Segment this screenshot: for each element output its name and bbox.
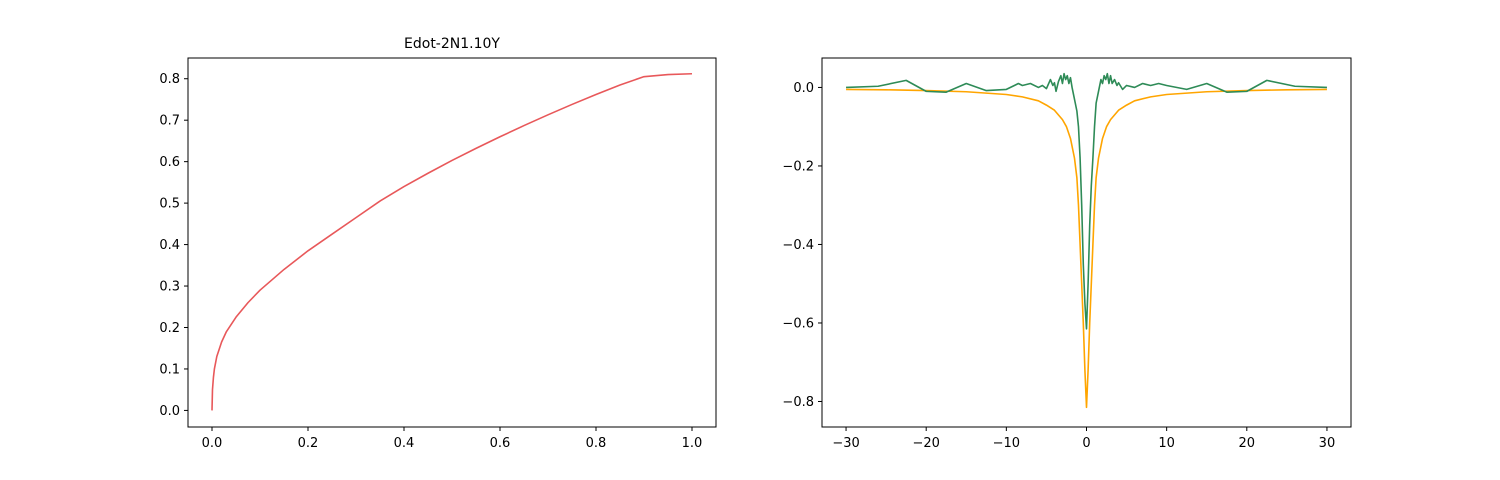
y-tick-label: 0.5 xyxy=(159,197,180,212)
series-line-1 xyxy=(846,72,1327,330)
x-tick-label: 10 xyxy=(1158,436,1175,451)
x-tick-label: 20 xyxy=(1239,436,1256,451)
y-tick-label: −0.4 xyxy=(782,238,814,253)
y-tick-label: 0.6 xyxy=(159,155,180,170)
y-tick-label: 0.1 xyxy=(159,362,180,377)
series-line-0 xyxy=(846,88,1327,409)
y-tick-label: −0.2 xyxy=(782,159,814,174)
y-tick-label: 0.2 xyxy=(159,321,180,336)
x-tick-label: 0.4 xyxy=(394,436,415,451)
x-tick-label: 0.0 xyxy=(202,436,223,451)
x-tick-label: 30 xyxy=(1319,436,1336,451)
x-tick-label: 0.2 xyxy=(298,436,319,451)
plot-frame xyxy=(187,57,717,428)
x-tick-label: 1.0 xyxy=(682,436,703,451)
chart-title: Edot-2N1.10Y xyxy=(404,36,500,52)
x-tick-label: 0.6 xyxy=(490,436,511,451)
x-tick-label: −10 xyxy=(993,436,1020,451)
y-tick-label: 0.4 xyxy=(159,238,180,253)
x-tick-label: −30 xyxy=(832,436,859,451)
y-tick-label: 0.7 xyxy=(159,114,180,129)
y-tick-label: 0.0 xyxy=(159,404,180,419)
y-tick-label: 0.3 xyxy=(159,280,180,295)
y-tick-label: 0.0 xyxy=(793,81,814,96)
series-line-0 xyxy=(211,72,693,411)
chart-right: −30 −20 −10 0 10 20 30 0.0 −0.2 −0.4 −0.6 −0.8 xyxy=(782,57,1352,451)
y-tick-label: −0.8 xyxy=(782,395,814,410)
plot-frame xyxy=(821,57,1352,428)
chart-left: 0.0 0.2 0.4 0.6 0.8 1.0 0.0 0.1 0.2 0.3 0.4 0.5 0.6 0… xyxy=(159,36,717,451)
x-tick-label: 0.8 xyxy=(586,436,607,451)
y-tick-label: 0.8 xyxy=(159,72,180,87)
x-tick-label: −20 xyxy=(912,436,939,451)
y-tick-label: −0.6 xyxy=(782,316,814,331)
x-tick-label: 0 xyxy=(1082,436,1090,451)
